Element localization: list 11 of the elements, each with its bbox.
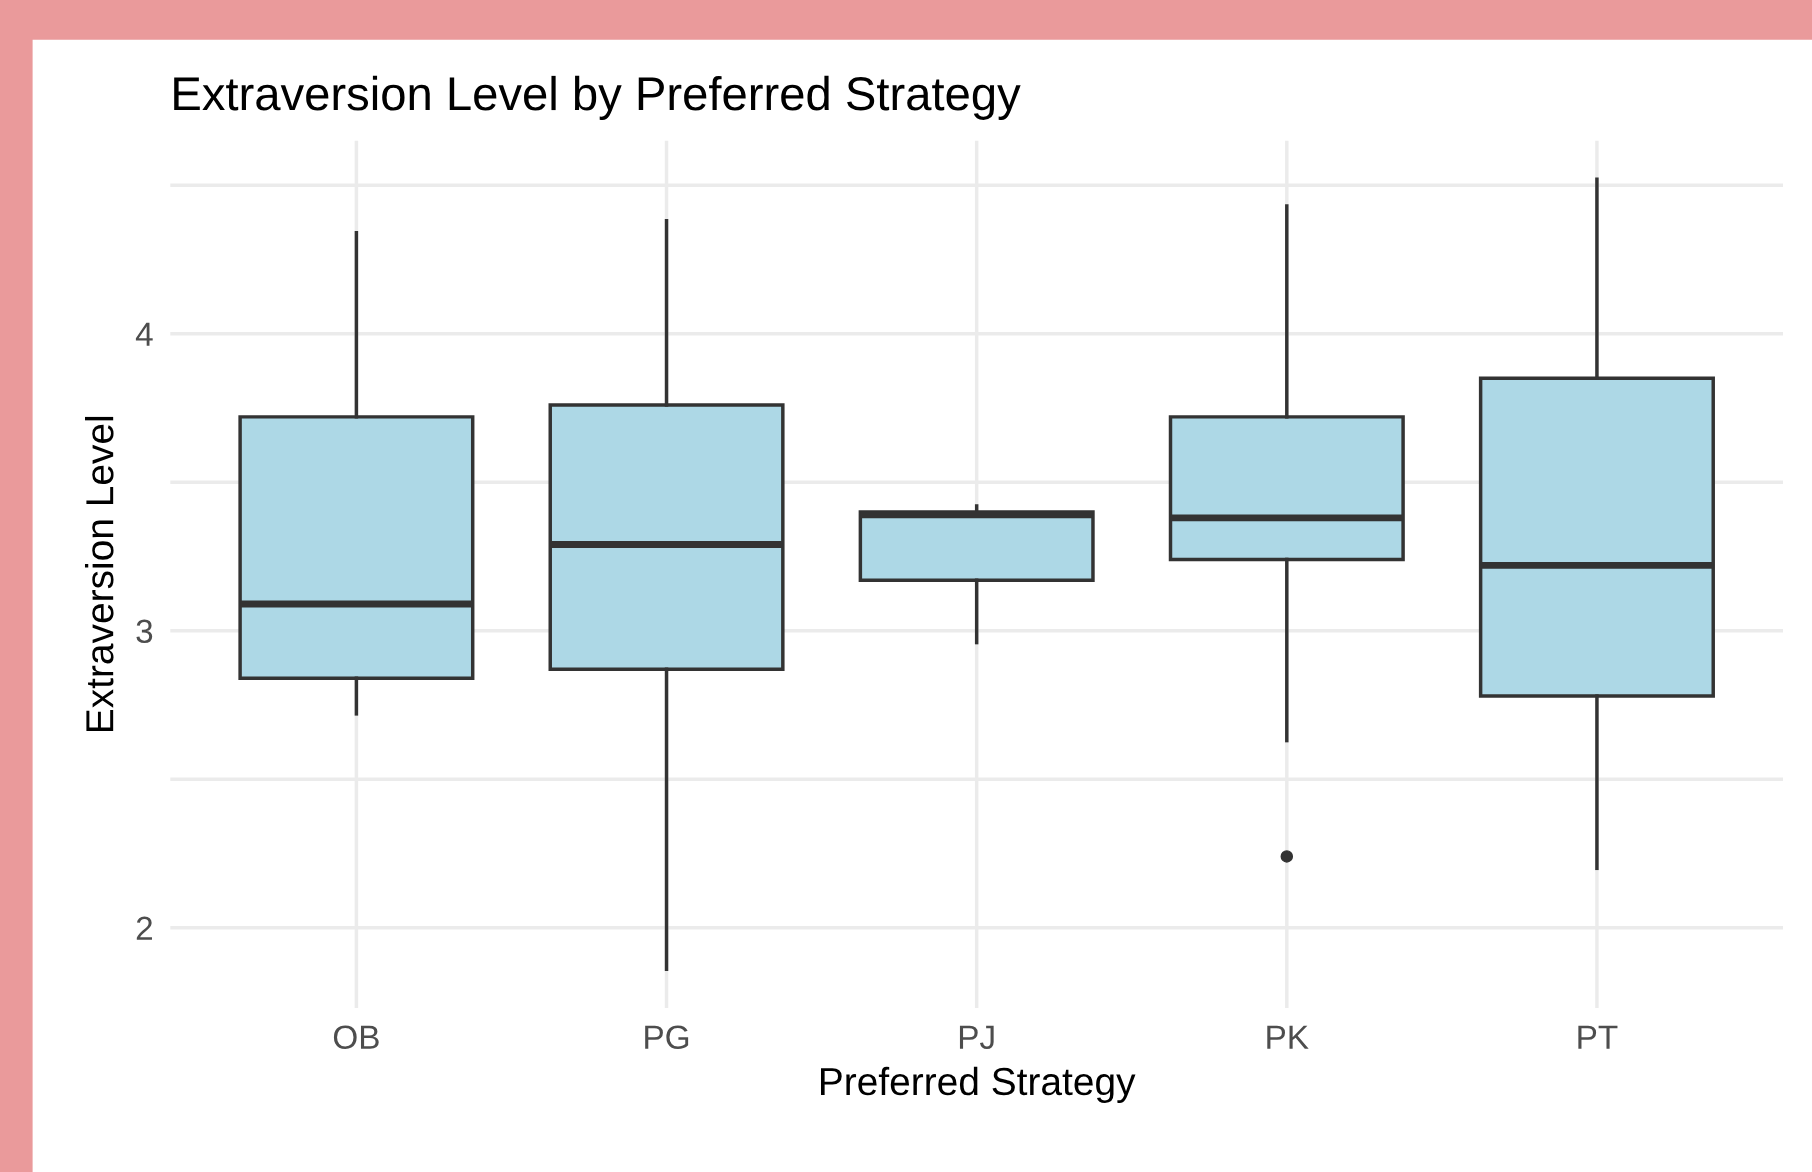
x-tick-label: PG [645,1025,689,1050]
y-tick-label: 2 [136,916,152,940]
chart-title: Extraversion Level by Preferred Strategy [174,75,1021,120]
x-tick-label: PT [1578,1025,1618,1049]
x-tick-label: PK [1267,1025,1309,1049]
x-tick-label: PJ [959,1025,994,1050]
x-axis-title: Preferred Strategy [821,1066,1136,1104]
y-tick-label: 3 [136,619,153,644]
y-axis-title: Extraversion Level [84,416,114,732]
x-tick-label: OB [333,1025,379,1050]
y-tick-label: 4 [135,322,153,346]
